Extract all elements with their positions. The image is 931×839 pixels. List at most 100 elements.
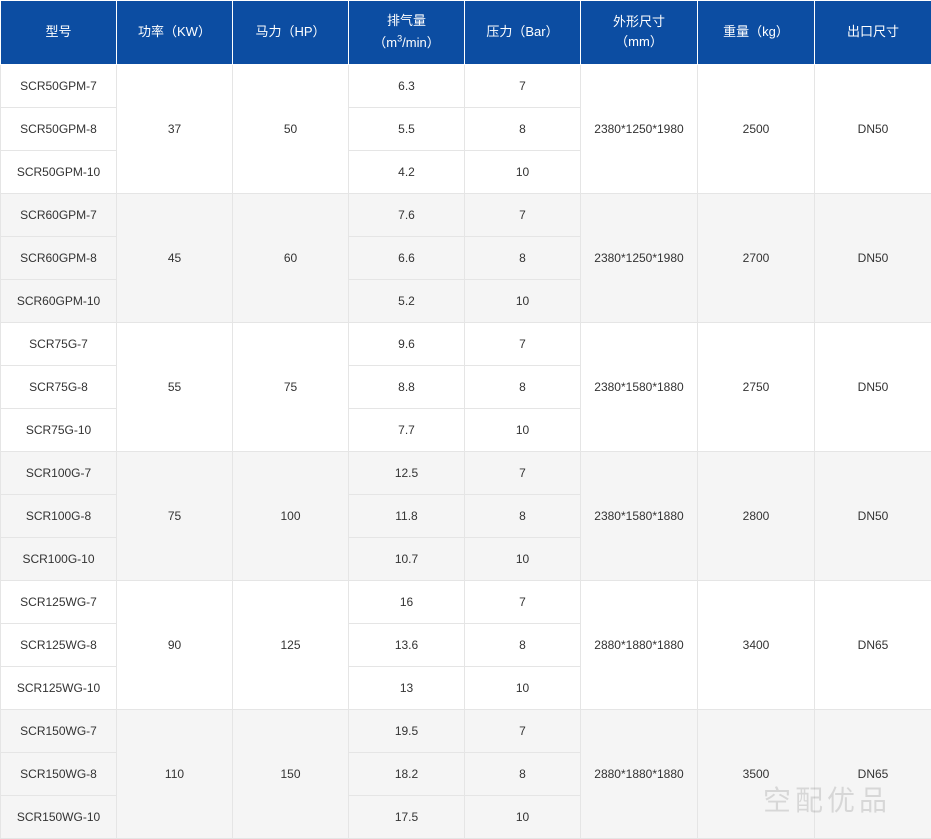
cell-pressure: 10: [465, 279, 581, 322]
col-displacement: 排气量 （m3/min）: [349, 1, 465, 65]
cell-hp: 125: [233, 580, 349, 709]
cell-pressure: 7: [465, 64, 581, 107]
cell-model: SCR125WG-8: [1, 623, 117, 666]
cell-pressure: 10: [465, 150, 581, 193]
cell-weight: 2500: [698, 64, 815, 193]
cell-hp: 150: [233, 709, 349, 838]
cell-outlet: DN50: [815, 64, 931, 193]
table-row: SCR60GPM-745607.672380*1250*19802700DN50: [1, 193, 931, 236]
col-outlet: 出口尺寸: [815, 1, 931, 65]
cell-displacement: 12.5: [349, 451, 465, 494]
cell-model: SCR60GPM-8: [1, 236, 117, 279]
col-hp: 马力（HP）: [233, 1, 349, 65]
cell-dimensions: 2380*1580*1880: [581, 322, 698, 451]
cell-dimensions: 2880*1880*1880: [581, 709, 698, 838]
cell-weight: 2800: [698, 451, 815, 580]
cell-pressure: 10: [465, 408, 581, 451]
col-weight: 重量（kg）: [698, 1, 815, 65]
cell-model: SCR75G-10: [1, 408, 117, 451]
cell-displacement: 5.2: [349, 279, 465, 322]
cell-model: SCR150WG-8: [1, 752, 117, 795]
header-row: 型号 功率（KW） 马力（HP） 排气量 （m3/min） 压力（Bar） 外形…: [1, 1, 931, 65]
table-row: SCR100G-77510012.572380*1580*18802800DN5…: [1, 451, 931, 494]
cell-model: SCR150WG-7: [1, 709, 117, 752]
cell-displacement: 7.6: [349, 193, 465, 236]
cell-model: SCR50GPM-8: [1, 107, 117, 150]
cell-model: SCR60GPM-7: [1, 193, 117, 236]
cell-pressure: 8: [465, 236, 581, 279]
cell-pressure: 8: [465, 494, 581, 537]
cell-weight: 2750: [698, 322, 815, 451]
cell-model: SCR50GPM-7: [1, 64, 117, 107]
cell-model: SCR125WG-10: [1, 666, 117, 709]
cell-pressure: 8: [465, 365, 581, 408]
col-displacement-line2: （m3/min）: [373, 35, 439, 50]
col-power: 功率（KW）: [117, 1, 233, 65]
cell-displacement: 13: [349, 666, 465, 709]
cell-hp: 50: [233, 64, 349, 193]
cell-power: 90: [117, 580, 233, 709]
cell-displacement: 10.7: [349, 537, 465, 580]
cell-outlet: DN50: [815, 193, 931, 322]
cell-displacement: 4.2: [349, 150, 465, 193]
cell-model: SCR100G-8: [1, 494, 117, 537]
cell-outlet: DN65: [815, 580, 931, 709]
cell-pressure: 8: [465, 752, 581, 795]
table-row: SCR150WG-711015019.572880*1880*18803500D…: [1, 709, 931, 752]
cell-pressure: 8: [465, 107, 581, 150]
cell-pressure: 8: [465, 623, 581, 666]
cell-pressure: 10: [465, 537, 581, 580]
cell-pressure: 7: [465, 322, 581, 365]
col-dimensions: 外形尺寸 （mm）: [581, 1, 698, 65]
cell-model: SCR75G-7: [1, 322, 117, 365]
cell-displacement: 5.5: [349, 107, 465, 150]
cell-pressure: 7: [465, 709, 581, 752]
cell-hp: 100: [233, 451, 349, 580]
table-row: SCR50GPM-737506.372380*1250*19802500DN50: [1, 64, 931, 107]
table-body: SCR50GPM-737506.372380*1250*19802500DN50…: [1, 64, 931, 838]
cell-pressure: 7: [465, 451, 581, 494]
table-row: SCR125WG-7901251672880*1880*18803400DN65: [1, 580, 931, 623]
col-model: 型号: [1, 1, 117, 65]
table-row: SCR75G-755759.672380*1580*18802750DN50: [1, 322, 931, 365]
cell-dimensions: 2880*1880*1880: [581, 580, 698, 709]
cell-displacement: 8.8: [349, 365, 465, 408]
cell-weight: 2700: [698, 193, 815, 322]
col-displacement-line1: 排气量: [387, 13, 426, 28]
cell-model: SCR100G-10: [1, 537, 117, 580]
cell-displacement: 13.6: [349, 623, 465, 666]
cell-pressure: 10: [465, 666, 581, 709]
cell-pressure: 7: [465, 193, 581, 236]
cell-displacement: 18.2: [349, 752, 465, 795]
cell-dimensions: 2380*1250*1980: [581, 64, 698, 193]
cell-displacement: 9.6: [349, 322, 465, 365]
cell-model: SCR150WG-10: [1, 795, 117, 838]
cell-power: 37: [117, 64, 233, 193]
cell-pressure: 10: [465, 795, 581, 838]
cell-displacement: 19.5: [349, 709, 465, 752]
cell-outlet: DN50: [815, 322, 931, 451]
cell-power: 110: [117, 709, 233, 838]
cell-displacement: 6.3: [349, 64, 465, 107]
cell-model: SCR125WG-7: [1, 580, 117, 623]
cell-displacement: 6.6: [349, 236, 465, 279]
cell-displacement: 16: [349, 580, 465, 623]
cell-model: SCR50GPM-10: [1, 150, 117, 193]
cell-hp: 75: [233, 322, 349, 451]
cell-displacement: 7.7: [349, 408, 465, 451]
cell-outlet: DN50: [815, 451, 931, 580]
cell-dimensions: 2380*1580*1880: [581, 451, 698, 580]
cell-displacement: 11.8: [349, 494, 465, 537]
col-dimensions-line1: 外形尺寸: [613, 14, 665, 29]
col-pressure: 压力（Bar）: [465, 1, 581, 65]
cell-hp: 60: [233, 193, 349, 322]
cell-model: SCR75G-8: [1, 365, 117, 408]
cell-pressure: 7: [465, 580, 581, 623]
cell-model: SCR100G-7: [1, 451, 117, 494]
cell-displacement: 17.5: [349, 795, 465, 838]
col-dimensions-line2: （mm）: [615, 34, 663, 49]
spec-table: 型号 功率（KW） 马力（HP） 排气量 （m3/min） 压力（Bar） 外形…: [0, 0, 931, 839]
cell-weight: 3500: [698, 709, 815, 838]
cell-power: 75: [117, 451, 233, 580]
cell-weight: 3400: [698, 580, 815, 709]
